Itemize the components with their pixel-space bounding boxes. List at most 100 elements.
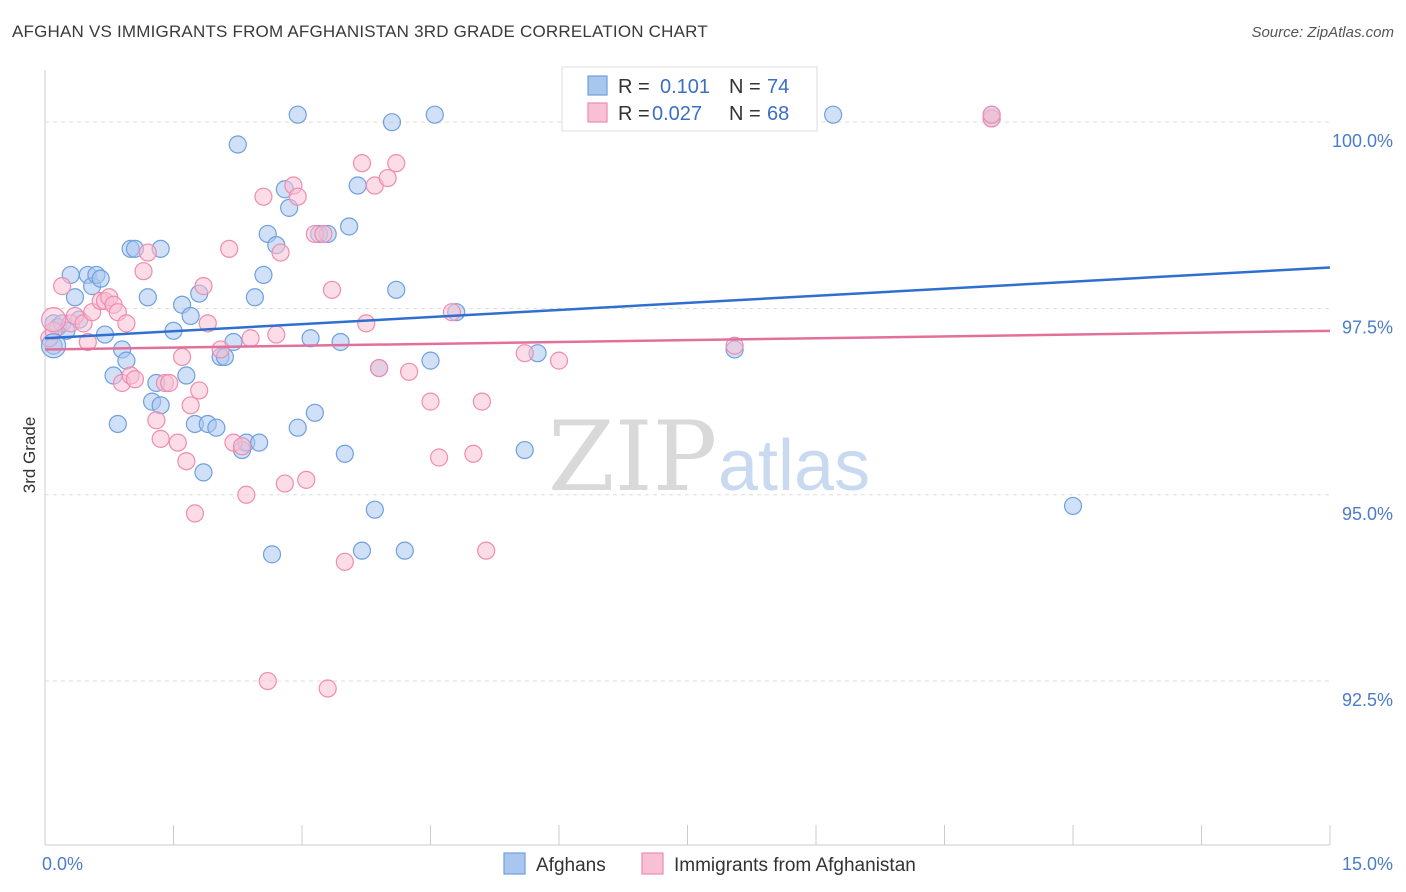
point-pink-25 (177, 452, 196, 471)
point-pink-61 (472, 392, 491, 411)
y-tick-label-1: 95.0% (1342, 504, 1393, 524)
point-pink-41 (275, 474, 294, 493)
legend-r-value-1: 0.101 (660, 76, 710, 98)
point-blue-54 (335, 444, 354, 463)
point-pink-28 (190, 381, 209, 400)
chart-title: AFGHAN VS IMMIGRANTS FROM AFGHANISTAN 3R… (12, 22, 708, 41)
point-pink-53 (370, 358, 389, 378)
point-pink-56 (399, 362, 419, 381)
point-pink-39 (267, 325, 286, 344)
point-pink-32 (220, 239, 239, 258)
point-pink-58 (429, 448, 449, 467)
watermark-zip: ZIP (548, 401, 717, 513)
point-pink-2 (53, 277, 72, 296)
point-blue-58 (365, 500, 384, 519)
trend-line-pink (44, 329, 1331, 351)
point-blue-53 (331, 332, 350, 352)
x-tick-label-0: 0.0% (42, 854, 83, 874)
legend-swatch-blue (587, 75, 608, 96)
point-blue-6 (65, 288, 85, 307)
point-pink-31 (211, 340, 230, 359)
y-tick-label-0: 92.5% (1342, 690, 1393, 710)
point-pink-63 (515, 344, 534, 363)
point-blue-43 (262, 545, 282, 564)
point-blue-56 (348, 176, 367, 195)
point-blue-61 (387, 280, 406, 299)
point-blue-48 (288, 418, 307, 437)
point-pink-65 (725, 336, 744, 355)
point-pink-47 (318, 679, 337, 698)
point-pink-14 (117, 314, 136, 333)
point-pink-16 (125, 370, 145, 389)
legend-r-value-2: 0.027 (652, 103, 702, 125)
x-tick-labels: 0.0% 15.0% (42, 854, 1393, 874)
point-blue-large (40, 333, 67, 359)
point-pink-55 (387, 154, 406, 173)
point-pink-6 (78, 332, 97, 352)
legend-n-value-2: 68 (767, 103, 789, 125)
bottom-legend-swatch-afghans (503, 852, 526, 875)
point-pink-51 (357, 314, 376, 333)
point-pink-40 (271, 243, 290, 262)
point-pink-36 (241, 329, 260, 348)
point-pink-49 (335, 552, 354, 571)
point-pink-30 (198, 314, 217, 333)
bottom-legend-swatch-immigrants (641, 852, 664, 875)
point-pink-large (40, 307, 67, 333)
point-pink-17 (134, 262, 153, 281)
watermark: ZIP atlas (548, 401, 870, 513)
y-tick-label-3: 100.0% (1332, 131, 1393, 151)
source-label: Source: ZipAtlas.com (1251, 24, 1394, 41)
point-pink-22 (160, 373, 179, 393)
legend-r-label-1: R = (618, 76, 650, 98)
x-tick-marks (44, 825, 1331, 845)
point-pink-60 (464, 444, 483, 463)
point-pink-62 (477, 541, 496, 560)
point-pink-54 (378, 168, 397, 188)
point-pink-57 (421, 392, 440, 411)
bottom-legend-label-immigrants: Immigrants from Afghanistan (674, 855, 916, 876)
point-pink-24 (172, 347, 192, 366)
point-blue-40 (250, 433, 269, 452)
legend-n-value-1: 74 (767, 76, 789, 98)
point-pink-46 (314, 224, 333, 244)
legend-swatch-pink (587, 102, 608, 123)
point-blue-60 (382, 113, 402, 132)
point-pink-50 (352, 154, 372, 173)
point-blue-16 (117, 351, 136, 370)
point-blue-50 (305, 403, 324, 422)
trend-lines (44, 266, 1331, 351)
legend-r-label-2: R = (618, 103, 650, 125)
y-tick-labels: 92.5% 95.0% 97.5% 100.0% (1332, 131, 1393, 710)
point-pink-64 (549, 351, 569, 370)
point-blue-57 (352, 541, 372, 560)
point-pink-34 (232, 437, 252, 456)
bottom-legend-label-afghans: Afghans (536, 855, 606, 876)
point-blue-30 (194, 463, 213, 482)
point-blue-32 (207, 418, 226, 437)
point-pink-18 (138, 243, 157, 262)
bottom-legend: Afghans Immigrants from Afghanistan (503, 852, 916, 876)
point-pink-44 (297, 470, 316, 489)
point-blue-62 (395, 541, 414, 560)
point-blue-11 (91, 269, 110, 288)
point-blue-19 (138, 288, 157, 307)
point-pink-26 (181, 396, 200, 415)
point-blue-63 (421, 351, 440, 370)
point-blue-66 (515, 440, 534, 460)
point-blue-14 (108, 414, 127, 434)
point-blue-64 (425, 105, 444, 124)
y-axis-label: 3rd Grade (20, 417, 39, 494)
point-pink-19 (147, 411, 166, 430)
point-pink-29 (194, 277, 213, 296)
point-pink-23 (168, 433, 187, 452)
point-blue-70 (824, 105, 843, 124)
point-blue-26 (177, 366, 196, 385)
point-pink-43 (288, 187, 307, 206)
point-pink-37 (254, 187, 273, 206)
point-pink-27 (185, 504, 205, 523)
legend: R = 0.101 N = 74 R = 0.027 N = 68 (561, 66, 818, 132)
point-blue-27 (181, 306, 200, 326)
point-blue-36 (228, 135, 247, 154)
